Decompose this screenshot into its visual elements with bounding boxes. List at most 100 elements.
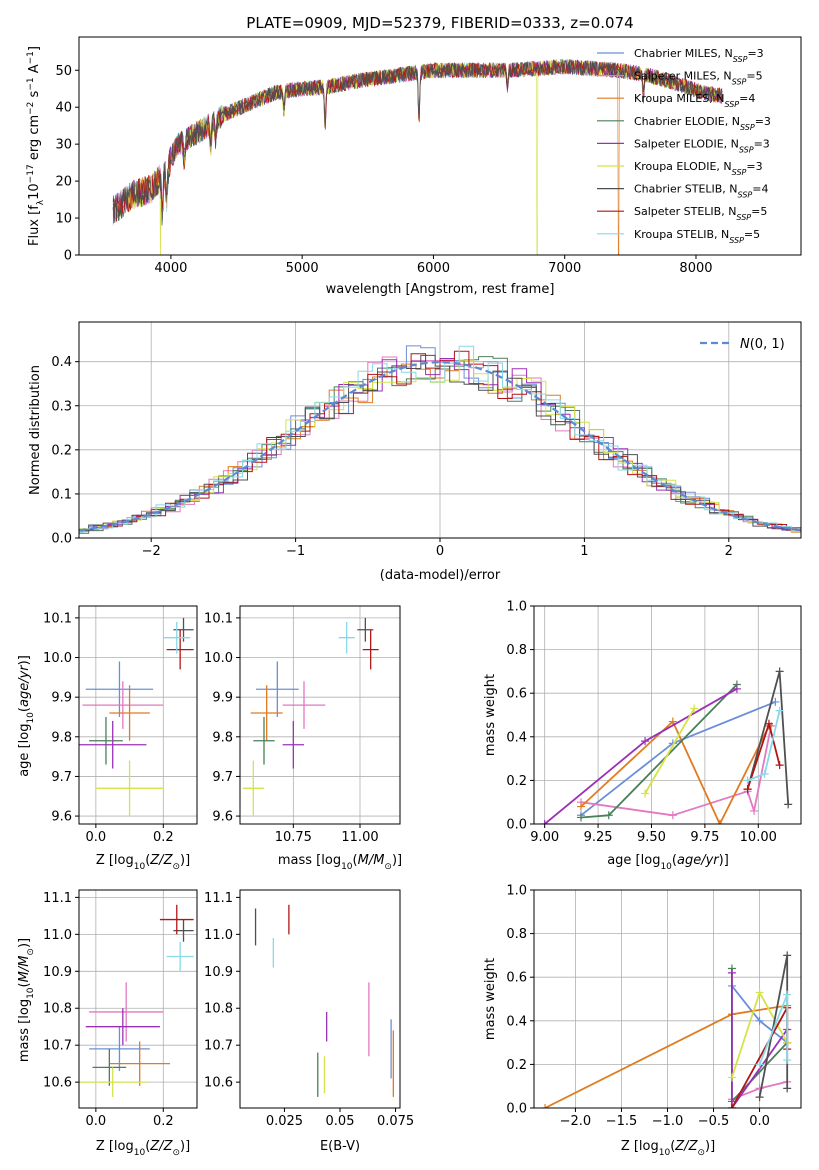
legend-entry-sub: SSP: [733, 55, 748, 64]
mass-vs-ebv-axes: 0.025 0.05 0.075 10.6 10.7 10.8 10.9 11.0 11.1: [204, 889, 414, 1129]
label-part: (: [672, 853, 677, 868]
mass-vs-z-xtick-label: 0.0: [86, 1114, 107, 1129]
label-part: (: [145, 853, 150, 868]
gaussian-legend-label: N(0, 1): [740, 337, 785, 352]
label-part: s: [27, 90, 42, 101]
legend-entry-text: Chabrier STELIB, N: [634, 183, 738, 196]
weight-vs-z-xtick-label: −2.0: [560, 1114, 592, 1129]
legend-entry: Kroupa STELIB, NSSP=5: [634, 228, 760, 245]
spectrum-ytick-label: 30: [55, 138, 72, 153]
label-part: ⊙: [26, 948, 36, 956]
mass-vs-ebv-ytick-label: 10.9: [204, 965, 233, 980]
legend-entry-sub: SSP: [736, 213, 751, 222]
age-vs-mass-xtick-label: 10.75: [275, 830, 312, 845]
mass-vs-ebv-ytick-label: 11.0: [204, 928, 233, 943]
weight-vs-age-xtick-label: 9.25: [584, 830, 613, 845]
spectrum-axes: 4000 5000 6000 7000 8000 0 10 20 30 40 50: [55, 36, 802, 276]
spectrum-ytick-label: 50: [55, 64, 72, 79]
spectrum-xtick-label: 5000: [286, 261, 319, 276]
legend-entry-text: Salpeter ELODIE, N: [634, 137, 739, 150]
weight-vs-age-marker-4: [732, 684, 741, 693]
weight-vs-z-axes: −2.0 −1.5 −1.0 −0.5 0.0 0.0 0.2 0.4 0.6 0.8 1.0: [506, 884, 802, 1129]
residuals-plot-area: [79, 345, 801, 534]
label-part: −1: [26, 51, 36, 64]
legend-entry-text: Chabrier ELODIE, N: [634, 115, 740, 128]
label-part: mass [log: [17, 999, 32, 1062]
label-part: 10: [659, 1148, 671, 1158]
legend-entry: Kroupa ELODIE, NSSP=3: [634, 160, 763, 177]
legend-entry-sub: SSP: [729, 235, 744, 244]
weight-vs-age-xtick-label: 9.50: [637, 830, 666, 845]
mass-vs-z-ylabel: mass [log10(M/M⊙)]: [17, 938, 36, 1062]
weight-vs-z-ytick-label: 0.0: [506, 1102, 527, 1117]
label-part: age/yr: [17, 664, 32, 707]
legend-entry: Chabrier MILES, NSSP=3: [634, 47, 764, 64]
weight-vs-z-ytick-label: 0.2: [506, 1058, 527, 1073]
weight-vs-z-marker-6: [755, 1093, 764, 1102]
age-vs-mass-ytick-label: 10.0: [204, 651, 233, 666]
mass-vs-z-ytick-label: 10.9: [43, 965, 72, 980]
weight-vs-z-marker-5: [755, 988, 764, 997]
weight-vs-z-marker-6: [783, 951, 792, 960]
age-vs-z-xtick-label: 0.0: [86, 830, 107, 845]
label-part: ]: [27, 46, 42, 51]
label-part: ⊙: [697, 1148, 705, 1158]
label-part: ⊙: [172, 862, 180, 872]
label-part: (: [17, 707, 32, 712]
label-part: )]: [719, 853, 729, 868]
weight-vs-z-xtick-label: −1.0: [652, 1114, 684, 1129]
weight-vs-z-ytick-label: 0.8: [506, 927, 527, 942]
weight-vs-age-xlabel: age [log10(age/yr)]: [607, 853, 729, 872]
age-vs-mass-plot-area: [242, 617, 379, 817]
weight-vs-age-marker-2: [668, 717, 677, 726]
residuals-xlabel: (data-model)/error: [380, 568, 501, 583]
age-vs-z-ylabel: age [log10(age/yr)]: [17, 655, 36, 777]
residual-hist-6: [79, 354, 801, 532]
weight-vs-age-marker-5: [690, 704, 699, 713]
label-part: −17: [26, 164, 36, 183]
weight-vs-z-marker-5: [727, 1073, 736, 1082]
weight-vs-age-marker-2: [715, 820, 724, 824]
weight-vs-age-ytick-label: 1.0: [506, 600, 527, 615]
age-vs-z-ytick-label: 9.8: [51, 730, 72, 745]
label-part: Z [log: [96, 1139, 134, 1154]
residuals-ytick-label: 0.3: [51, 399, 72, 414]
mass-vs-ebv-xtick-label: 0.025: [266, 1114, 303, 1129]
age-vs-z-ytick-label: 9.9: [51, 691, 72, 706]
mass-vs-ebv-xtick-label: 0.05: [326, 1114, 355, 1129]
weight-vs-z-ytick-label: 1.0: [506, 884, 527, 899]
weight-vs-age-ytick-label: 0.6: [506, 687, 527, 702]
weight-vs-z-marker-7: [727, 1104, 736, 1108]
age-vs-mass-frame: [239, 605, 401, 825]
legend-entry-suffix: =4: [752, 183, 768, 196]
figure-title: PLATE=0909, MJD=52379, FIBERID=0333, z=0…: [246, 14, 633, 32]
residuals-ytick-label: 0.2: [51, 443, 72, 458]
legend-entry-text: Salpeter MILES, N: [634, 70, 732, 83]
weight-vs-age-ytick-label: 0.4: [506, 730, 527, 745]
legend-entry-suffix: =4: [739, 92, 755, 105]
weight-vs-z-ytick-label: 0.4: [506, 1014, 527, 1029]
weight-vs-z-xtick-label: −1.5: [606, 1114, 638, 1129]
label-part: age/yr: [677, 853, 720, 868]
label-part: )]: [705, 1139, 715, 1154]
label-part: )]: [17, 938, 32, 948]
label-part: 10: [27, 183, 42, 200]
spectrum-ytick-label: 0: [64, 249, 72, 264]
label-part: Z/Z: [149, 853, 173, 868]
label-part: −2: [26, 102, 36, 115]
legend-entry-sub: SSP: [738, 190, 753, 199]
label-part: ⊙: [172, 1148, 180, 1158]
label-part: −1: [26, 77, 36, 90]
weight-vs-age-ytick-label: 0.8: [506, 643, 527, 658]
legend-entry: Chabrier ELODIE, NSSP=3: [634, 115, 771, 132]
label-part: (: [353, 853, 358, 868]
label-part: age [log: [607, 853, 660, 868]
residuals-frame: [78, 321, 802, 539]
mass-vs-z-plot-area: [79, 904, 194, 1097]
label-part: λ: [36, 199, 46, 205]
label-part: erg cm: [27, 115, 42, 164]
mass-vs-ebv-ytick-label: 10.6: [204, 1076, 233, 1091]
weight-vs-z-line-4: [731, 972, 788, 1108]
